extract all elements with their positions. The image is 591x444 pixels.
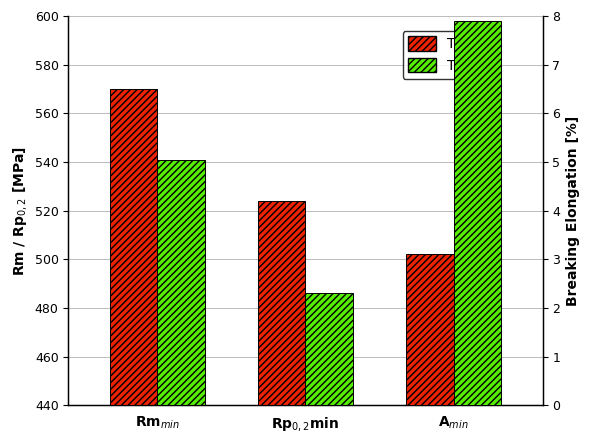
Legend: T6, T79: T6, T79 [402, 31, 479, 79]
Bar [258, 201, 306, 405]
Bar [306, 293, 353, 405]
Bar [406, 254, 454, 405]
Y-axis label: Rm / Rp$_{0,2}$ [MPa]: Rm / Rp$_{0,2}$ [MPa] [11, 146, 29, 276]
Y-axis label: Breaking Elongation [%]: Breaking Elongation [%] [566, 115, 580, 306]
Bar [454, 21, 501, 405]
Bar [157, 159, 204, 405]
Bar [110, 89, 157, 405]
